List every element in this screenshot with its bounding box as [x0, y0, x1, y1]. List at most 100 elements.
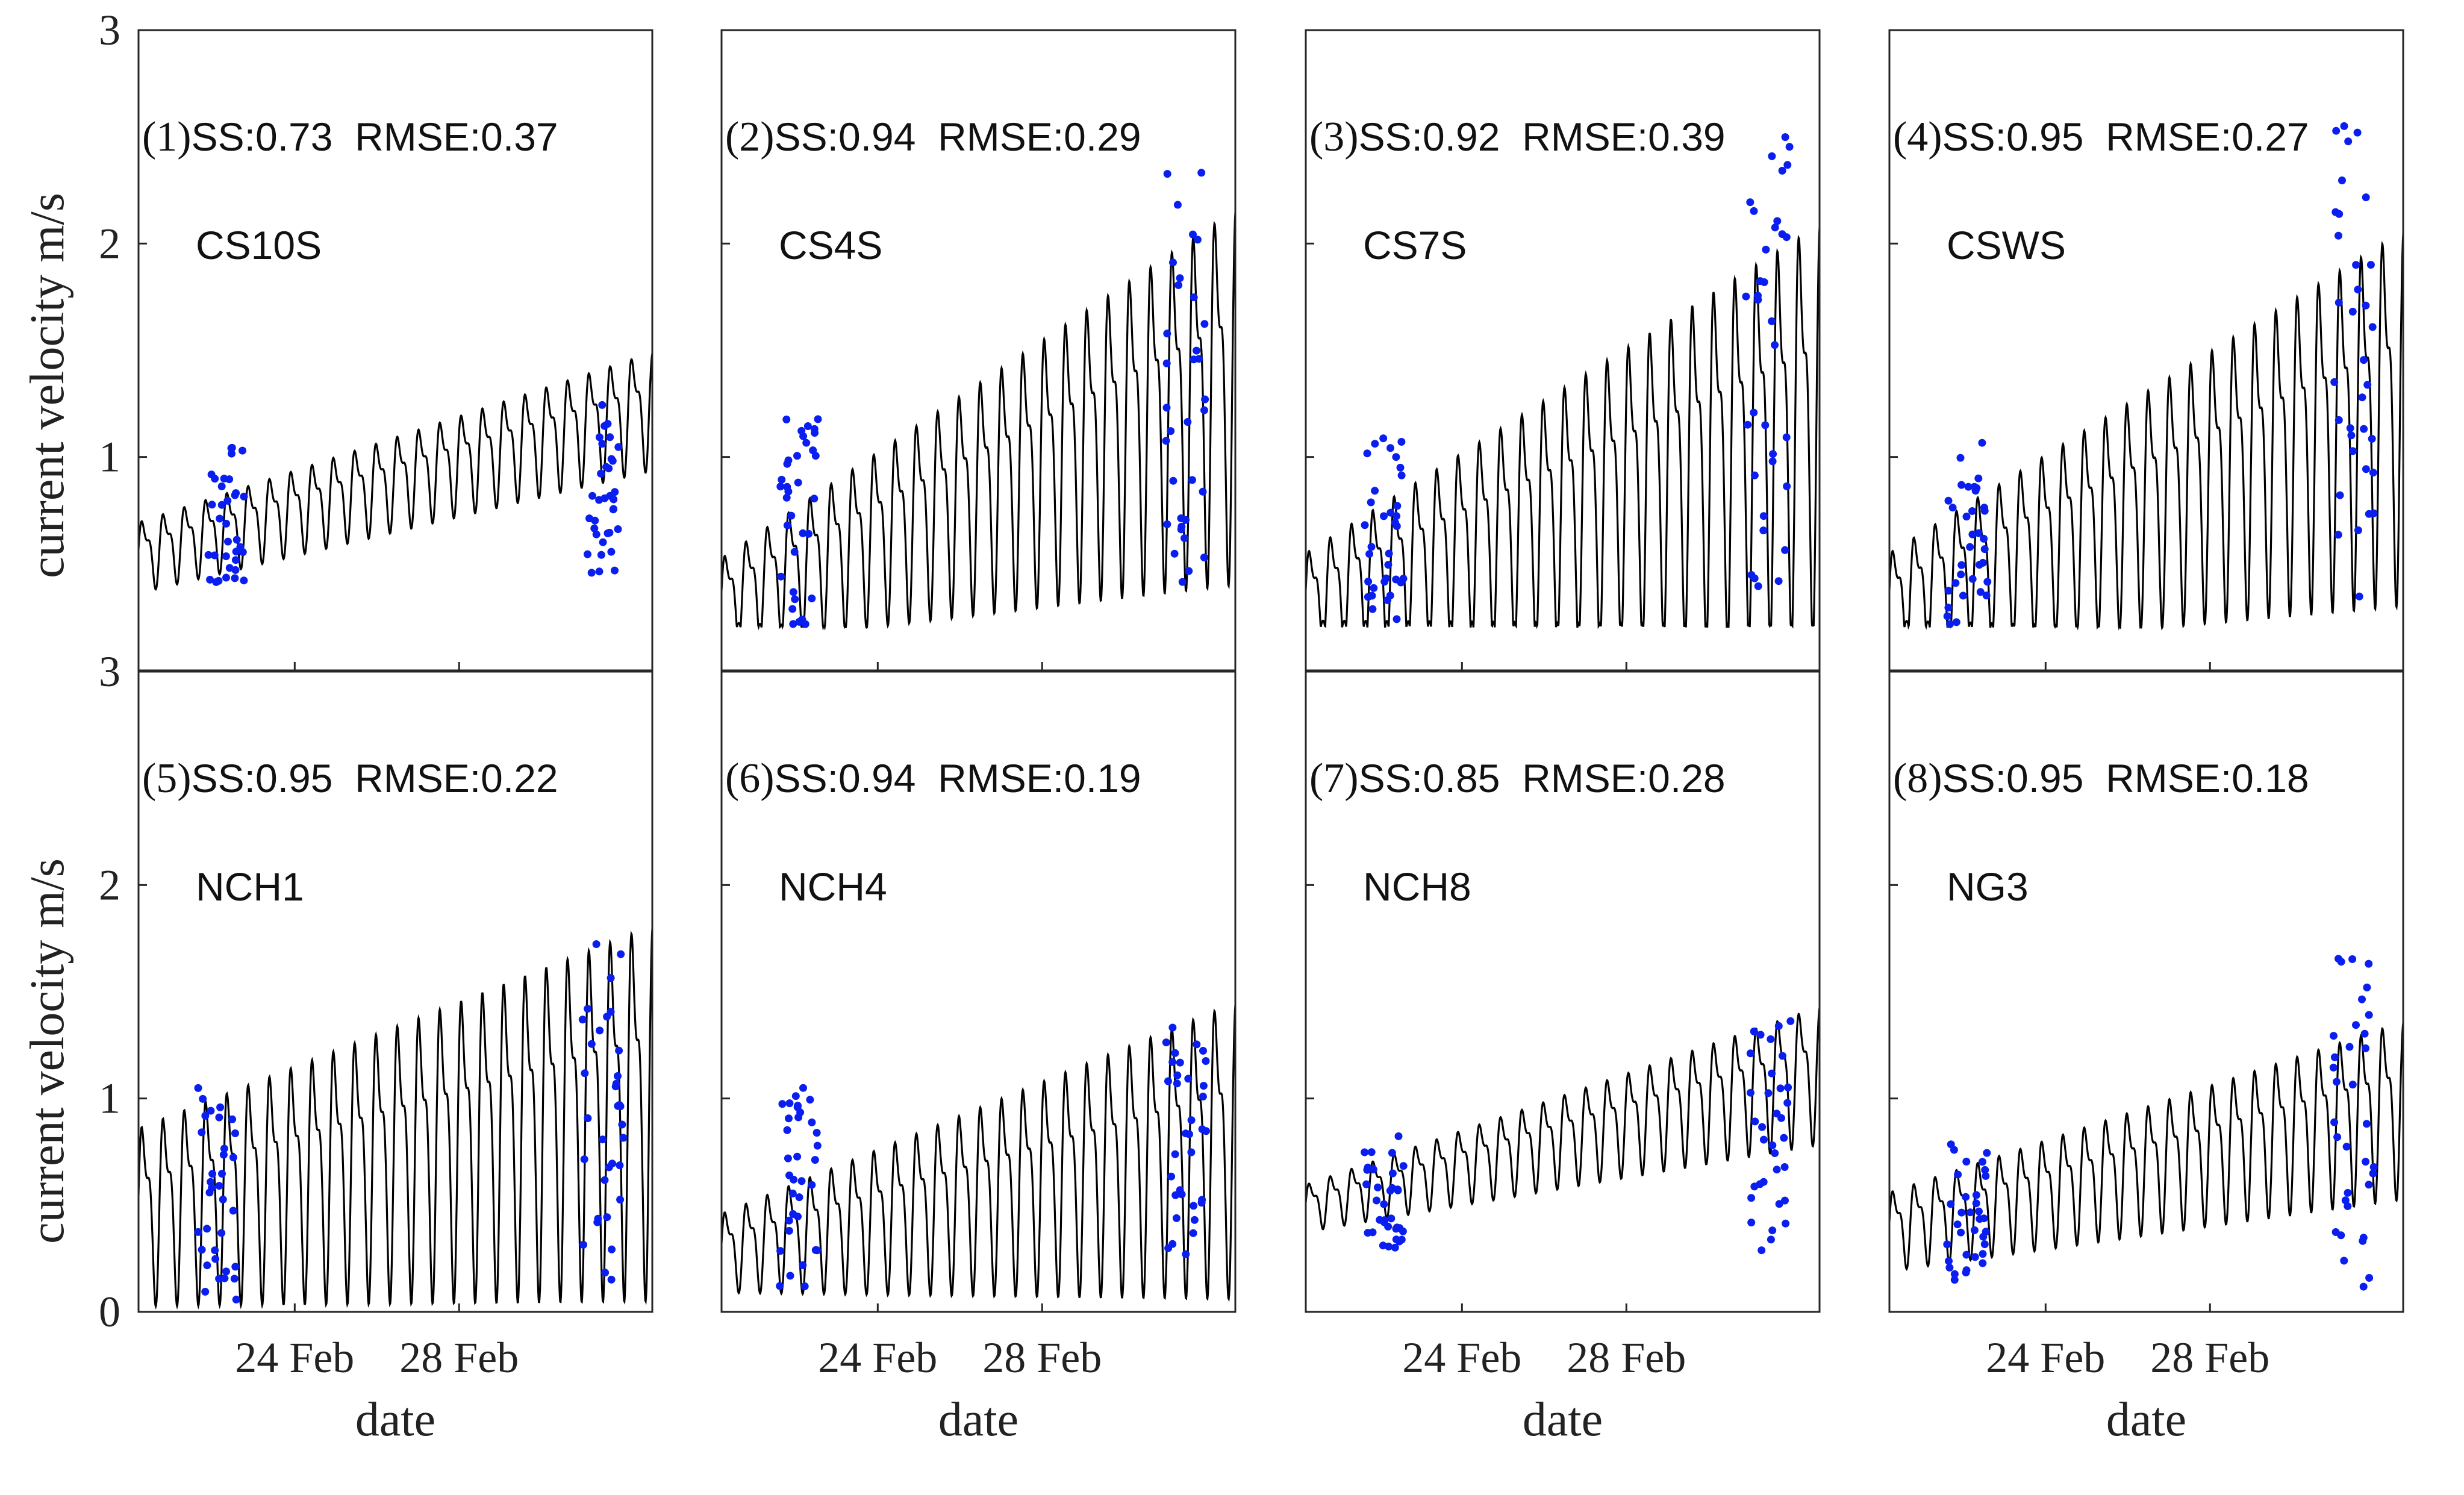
- observed-point: [2337, 1231, 2345, 1240]
- y-tick-label: 3: [99, 648, 120, 696]
- observed-point: [1759, 526, 1768, 535]
- observed-point: [782, 415, 791, 423]
- panel-3: (3)SS:0.92 RMSE:0.39 CS7S: [1305, 29, 1821, 672]
- observed-point: [799, 1084, 807, 1092]
- observed-point: [199, 1094, 207, 1103]
- observed-point: [1786, 1017, 1795, 1025]
- observed-point: [1777, 1114, 1785, 1122]
- observed-point: [1199, 1047, 1207, 1055]
- observed-point: [208, 501, 216, 509]
- observed-point: [1174, 281, 1183, 289]
- observed-point: [604, 420, 612, 428]
- observed-point: [808, 1118, 816, 1126]
- observed-point: [1380, 1200, 1388, 1208]
- observed-point: [1983, 578, 1992, 586]
- observed-point: [786, 1272, 794, 1280]
- observed-point: [1773, 217, 1782, 225]
- observed-point: [1397, 471, 1406, 479]
- observed-point: [607, 548, 616, 556]
- observed-point: [1190, 1216, 1199, 1224]
- observed-point: [2362, 1158, 2370, 1166]
- observed-point: [2363, 381, 2372, 389]
- observed-point: [808, 1181, 816, 1189]
- observed-point: [2335, 210, 2344, 218]
- observed-point: [1943, 1240, 1951, 1249]
- observed-point: [1747, 1219, 1756, 1227]
- observed-point: [788, 605, 797, 613]
- panel-frame: [1888, 670, 2404, 1313]
- observed-point: [785, 1099, 794, 1108]
- observed-point: [1392, 453, 1400, 461]
- observed-point: [587, 569, 596, 577]
- observed-point: [2330, 1118, 2339, 1126]
- observed-point: [793, 1152, 802, 1161]
- observed-point: [216, 1103, 225, 1111]
- observed-point: [2365, 1274, 2374, 1282]
- observed-point: [776, 1247, 785, 1255]
- observed-point: [1968, 507, 1976, 515]
- observed-point: [1947, 1200, 1955, 1208]
- observed-point: [1163, 329, 1171, 338]
- observed-point: [813, 1141, 822, 1150]
- observed-point: [2348, 1081, 2357, 1089]
- observed-point: [217, 482, 226, 490]
- x-tick-label: 28 Feb: [2150, 1334, 2269, 1382]
- observed-point: [1397, 578, 1405, 587]
- observed-point: [1976, 1215, 1984, 1223]
- observed-point: [1386, 508, 1395, 517]
- observed-point: [587, 1040, 596, 1048]
- observed-point: [787, 511, 796, 520]
- observed-point: [578, 1016, 587, 1024]
- observed-point: [1363, 1166, 1371, 1174]
- observed-point: [1980, 534, 1988, 543]
- observed-point: [1767, 1035, 1775, 1043]
- y-tick-label: 1: [99, 1075, 120, 1123]
- observed-point: [616, 1196, 625, 1204]
- x-axis-title: date: [1523, 1393, 1603, 1446]
- observed-point: [2358, 393, 2366, 402]
- panels-group: 1 2 3 (1)SS:0.73 RMSE:0.37 CS10S (2)SS:0.94 R…: [99, 6, 2404, 1446]
- observed-point: [1944, 604, 1953, 612]
- observed-point: [1184, 418, 1192, 426]
- observed-point: [1951, 579, 1960, 587]
- observed-point: [614, 525, 622, 533]
- panel-5: 0 1 2 3 24 Feb 28 Feb date (5)SS:0.95 RMSE:0.22…: [99, 648, 653, 1446]
- observed-point: [2352, 261, 2360, 269]
- observed-point: [1170, 549, 1179, 558]
- observed-point: [789, 620, 797, 628]
- observed-point: [1361, 521, 1369, 529]
- observed-point: [1380, 578, 1389, 586]
- observed-point: [1187, 1148, 1196, 1156]
- observed-point: [605, 464, 613, 473]
- observed-point: [1370, 584, 1378, 592]
- observed-point: [1768, 1226, 1777, 1235]
- observed-point: [2360, 425, 2368, 433]
- observed-point: [1976, 588, 1985, 596]
- observed-point: [616, 1161, 624, 1170]
- observed-point: [1173, 1071, 1182, 1079]
- panel-frame: [720, 670, 1237, 1313]
- observed-point: [232, 489, 240, 498]
- observed-point: [1171, 1150, 1179, 1158]
- observed-point: [1972, 1191, 1980, 1199]
- observed-point: [2365, 1011, 2373, 1019]
- observed-point: [599, 538, 607, 546]
- y-tick-label: 2: [99, 861, 120, 909]
- observed-point: [2335, 298, 2343, 307]
- observed-point: [207, 470, 216, 479]
- observed-point: [1164, 1077, 1172, 1085]
- observed-point: [784, 1154, 792, 1163]
- observed-point: [1953, 1220, 1962, 1229]
- panel-8: 24 Feb 28 Feb date (8)SS:0.95 RMSE:0.18 NG3: [1888, 670, 2404, 1446]
- observed-point: [1199, 1093, 1207, 1100]
- observed-point: [216, 514, 224, 523]
- observed-point: [1167, 1172, 1176, 1181]
- observed-point: [1364, 593, 1372, 601]
- observed-point: [2359, 1237, 2367, 1245]
- observed-point: [1771, 1149, 1779, 1157]
- observed-point: [1388, 1149, 1396, 1157]
- station-label: CS7S: [1363, 223, 1467, 267]
- observed-point: [785, 1216, 793, 1225]
- x-tick-label: 24 Feb: [235, 1334, 354, 1382]
- observed-point: [592, 530, 600, 538]
